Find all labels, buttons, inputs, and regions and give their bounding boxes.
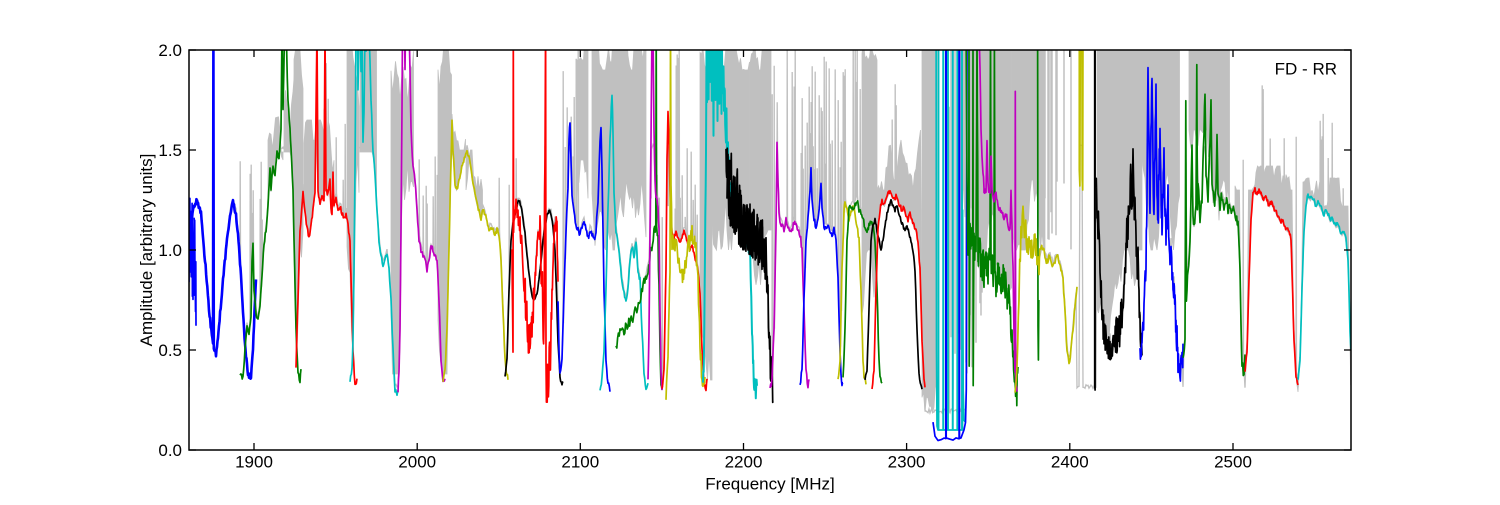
svg-text:Amplitude [arbitrary units]: Amplitude [arbitrary units] bbox=[137, 154, 156, 347]
svg-text:2000: 2000 bbox=[398, 453, 436, 472]
svg-text:2500: 2500 bbox=[1214, 453, 1252, 472]
svg-text:0.0: 0.0 bbox=[158, 441, 182, 460]
svg-text:1.5: 1.5 bbox=[158, 141, 182, 160]
svg-text:Frequency [MHz]: Frequency [MHz] bbox=[705, 475, 834, 494]
svg-text:1900: 1900 bbox=[235, 453, 273, 472]
svg-text:2200: 2200 bbox=[725, 453, 763, 472]
svg-text:2.0: 2.0 bbox=[158, 41, 182, 60]
svg-text:2100: 2100 bbox=[561, 453, 599, 472]
svg-text:2300: 2300 bbox=[888, 453, 926, 472]
svg-text:1.0: 1.0 bbox=[158, 241, 182, 260]
svg-text:0.5: 0.5 bbox=[158, 341, 182, 360]
svg-text:2400: 2400 bbox=[1051, 453, 1089, 472]
svg-text:FD - RR: FD - RR bbox=[1275, 60, 1337, 79]
